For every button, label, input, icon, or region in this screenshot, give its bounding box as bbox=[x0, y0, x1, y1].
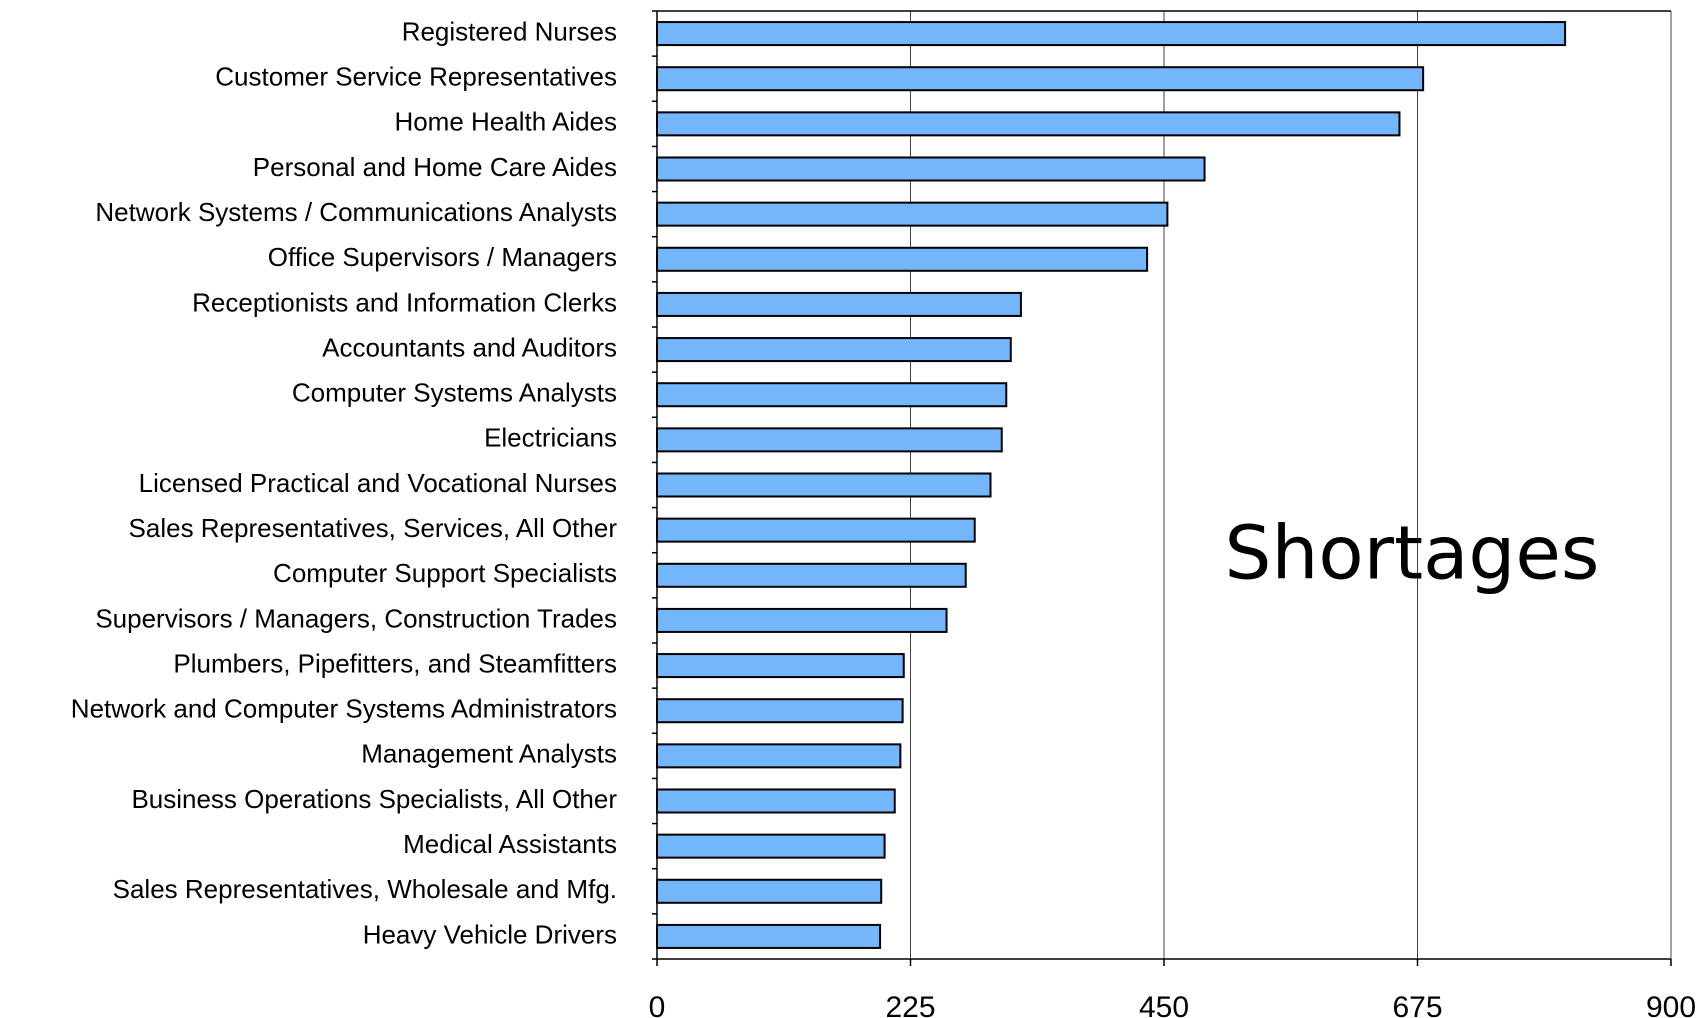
bar bbox=[656, 562, 967, 588]
y-tick-label: Network and Computer Systems Administrat… bbox=[71, 694, 617, 724]
annotation: Shortages bbox=[1225, 511, 1600, 597]
x-tick-label: 225 bbox=[885, 991, 935, 1018]
bar bbox=[656, 382, 1008, 408]
y-tick-label: Customer Service Representatives bbox=[215, 62, 617, 92]
y-tick-label: Network Systems / Communications Analyst… bbox=[95, 197, 617, 227]
bar bbox=[656, 66, 1425, 92]
bar bbox=[656, 156, 1206, 182]
x-tick-label: 450 bbox=[1139, 991, 1189, 1018]
bar bbox=[656, 201, 1169, 227]
y-tick-label: Sales Representatives, Services, All Oth… bbox=[129, 513, 618, 543]
y-tick-label: Receptionists and Information Clerks bbox=[192, 287, 617, 317]
x-tick-label: 900 bbox=[1646, 991, 1696, 1018]
y-tick-label: Registered Nurses bbox=[402, 16, 617, 46]
y-tick-label: Electricians bbox=[484, 423, 617, 453]
x-tick-label: 675 bbox=[1392, 991, 1442, 1018]
bar bbox=[656, 472, 992, 498]
y-tick-label: Heavy Vehicle Drivers bbox=[363, 919, 617, 949]
bar bbox=[656, 698, 904, 724]
bar bbox=[656, 337, 1012, 363]
y-tick-label: Medical Assistants bbox=[403, 829, 617, 859]
y-tick-label: Personal and Home Care Aides bbox=[253, 152, 617, 182]
bar bbox=[656, 111, 1401, 137]
bar bbox=[656, 833, 886, 859]
bar bbox=[656, 517, 976, 543]
x-tick-label: 0 bbox=[649, 991, 666, 1018]
y-tick-label: Home Health Aides bbox=[394, 107, 617, 137]
bar bbox=[656, 743, 902, 769]
y-tick-label: Licensed Practical and Vocational Nurses bbox=[139, 468, 617, 498]
y-tick-label: Office Supervisors / Managers bbox=[268, 242, 617, 272]
y-tick-label: Supervisors / Managers, Construction Tra… bbox=[95, 603, 617, 633]
y-tick-label: Sales Representatives, Wholesale and Mfg… bbox=[113, 874, 617, 904]
y-tick-label: Computer Support Specialists bbox=[273, 558, 617, 588]
y-tick-label: Management Analysts bbox=[361, 739, 617, 769]
y-tick-label: Plumbers, Pipefitters, and Steamfitters bbox=[173, 648, 617, 678]
bar bbox=[656, 878, 883, 904]
bar bbox=[656, 21, 1567, 47]
bar bbox=[656, 427, 1003, 453]
y-tick-label: Accountants and Auditors bbox=[322, 332, 617, 362]
bar bbox=[656, 788, 896, 814]
bar bbox=[656, 923, 882, 949]
bar bbox=[656, 246, 1149, 272]
bar bbox=[656, 607, 948, 633]
y-tick-label: Business Operations Specialists, All Oth… bbox=[131, 784, 617, 814]
bar bbox=[656, 291, 1022, 317]
y-tick-label: Computer Systems Analysts bbox=[292, 378, 617, 408]
bar bbox=[656, 653, 905, 679]
